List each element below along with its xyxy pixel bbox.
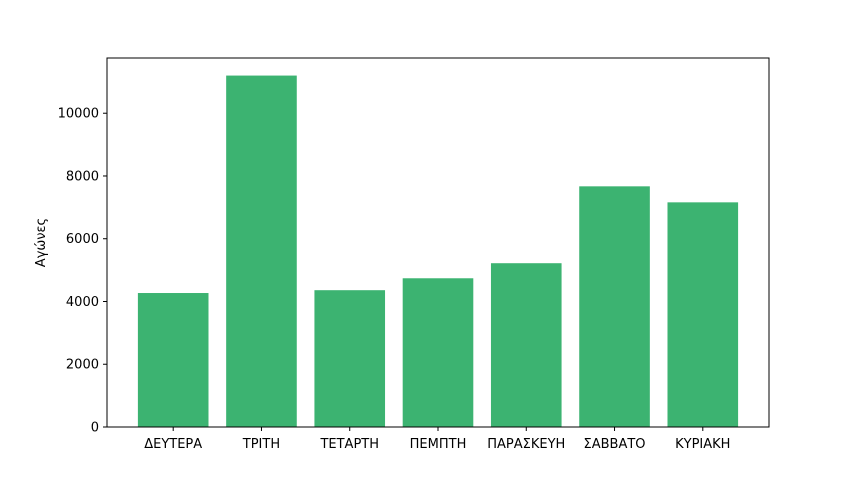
bar-1 (226, 75, 297, 427)
y-tick-label: 4000 (66, 295, 99, 310)
x-tick-label: ΚΥΡΙΑΚΗ (675, 437, 730, 452)
bar-3 (402, 278, 474, 427)
x-tick-label: ΤΕΤΑΡΤΗ (319, 437, 379, 452)
bar-0 (137, 293, 209, 427)
x-axis: ΔΕΥΤΕΡΑ ΤΡΙΤΗ ΤΕΤΑΡΤΗ ΠΕΜΠΤΗ ΠΑΡΑΣΚΕΥΗ ΣΑΒΒΑΤ… (144, 427, 730, 452)
y-axis: 0 2000 4000 6000 8000 10000 (58, 107, 107, 436)
x-tick-label: ΠΕΜΠΤΗ (410, 437, 467, 452)
y-tick-label: 2000 (66, 358, 99, 373)
x-tick-label: ΣΑΒΒΑΤΟ (584, 437, 646, 452)
bar-5 (579, 186, 650, 427)
bar-4 (490, 263, 562, 427)
bar-2 (314, 290, 386, 427)
y-tick-label: 8000 (66, 169, 99, 184)
y-tick-label: 10000 (58, 107, 99, 122)
y-axis-label: Αγώνες (34, 218, 49, 267)
x-tick-label: ΤΡΙΤΗ (242, 437, 280, 452)
x-tick-label: ΠΑΡΑΣΚΕΥΗ (487, 437, 565, 452)
y-tick-label: 0 (91, 421, 99, 436)
x-tick-label: ΔΕΥΤΕΡΑ (144, 437, 202, 452)
bar-6 (667, 202, 739, 427)
bars-group (137, 75, 739, 427)
y-tick-label: 6000 (66, 232, 99, 247)
